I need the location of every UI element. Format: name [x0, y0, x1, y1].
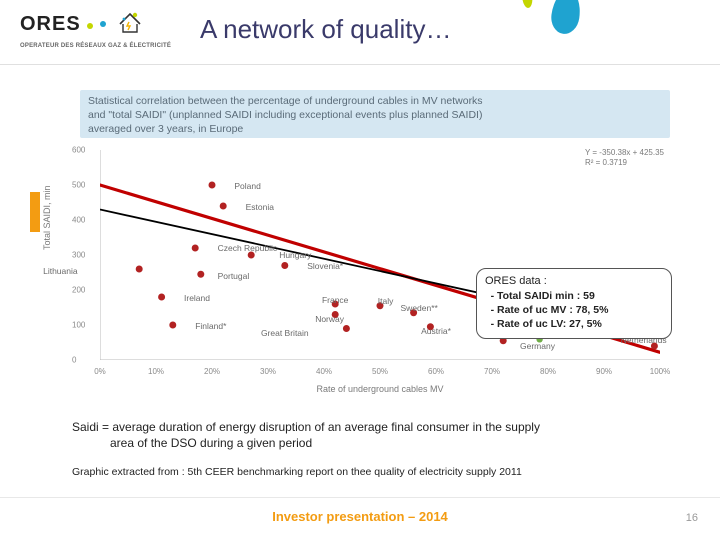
point-label: Estonia [246, 202, 274, 212]
y-tick: 600 [72, 146, 85, 155]
chart-title-line: and "total SAIDI" (unplanned SAIDI inclu… [88, 108, 662, 122]
y-tick: 100 [72, 321, 85, 330]
footer-rule [0, 497, 720, 498]
point-label: Ireland [184, 293, 210, 303]
point-label: Finland* [195, 321, 226, 331]
x-tick: 90% [596, 367, 612, 376]
point-label: Italy [378, 296, 394, 306]
logo-subtitle: OPERATEUR DES RÉSEAUX GAZ & ÉLECTRICITÉ [20, 43, 171, 49]
callout-item: Total SAIDi min : 59 [497, 289, 663, 303]
point-label: Slovenia* [307, 261, 343, 271]
callout-list: Total SAIDi min : 59 Rate of uc MV : 78,… [485, 289, 663, 332]
point-label: Czech Republic [218, 243, 278, 253]
point-label: Lithuania [43, 266, 78, 276]
x-tick: 40% [316, 367, 332, 376]
r2-line: R² = 0.3719 [585, 158, 664, 168]
orange-accent-bar [30, 192, 40, 232]
footnote-source: Graphic extracted from : 5th CEER benchm… [72, 466, 690, 478]
footer-title: Investor presentation – 2014 [0, 509, 720, 524]
logo-dot-1 [87, 23, 93, 29]
trend-equation: Y = -350.38x + 425.35 R² = 0.3719 [585, 148, 664, 167]
chart-title-line: Statistical correlation between the perc… [88, 94, 662, 108]
x-tick: 80% [540, 367, 556, 376]
ores-callout: ORES data : Total SAIDi min : 59 Rate of… [476, 268, 672, 339]
scatter-plot: Total SAIDI, min Rate of underground cab… [100, 150, 660, 360]
y-tick: 300 [72, 251, 85, 260]
point-label: France [322, 295, 348, 305]
y-tick: 0 [72, 356, 76, 365]
y-tick: 500 [72, 181, 85, 190]
chart-area: Statistical correlation between the perc… [30, 90, 690, 405]
point-label: Hungary [279, 250, 311, 260]
point-label: Norway [315, 314, 344, 324]
point-label: Sweden** [401, 303, 438, 313]
header: ORES OPERATEUR DES RÉSEAUX GAZ & ÉLECTRI… [0, 0, 720, 65]
point-label: Great Britain [261, 328, 309, 338]
point-label: Portugal [218, 271, 250, 281]
callout-item: Rate of uc MV : 78, 5% [497, 303, 663, 317]
point-label: Germany [520, 341, 555, 351]
logo-dot-2 [100, 21, 106, 27]
x-tick: 60% [428, 367, 444, 376]
chart-title-line: averaged over 3 years, in Europe [88, 122, 662, 136]
x-tick: 20% [204, 367, 220, 376]
x-tick: 10% [148, 367, 164, 376]
decor-blue-shape [549, 0, 583, 36]
x-tick: 70% [484, 367, 500, 376]
x-tick: 0% [94, 367, 106, 376]
x-tick: 50% [372, 367, 388, 376]
x-tick: 100% [650, 367, 670, 376]
logo: ORES OPERATEUR DES RÉSEAUX GAZ & ÉLECTRI… [20, 8, 171, 49]
y-tick: 200 [72, 286, 85, 295]
x-tick: 30% [260, 367, 276, 376]
page-title: A network of quality… [200, 14, 451, 45]
callout-title: ORES data : [485, 275, 663, 287]
decor-lime-shape [521, 0, 534, 8]
callout-item: Rate of uc LV: 27, 5% [497, 317, 663, 331]
eq-line: Y = -350.38x + 425.35 [585, 148, 664, 158]
point-label: Poland [234, 181, 260, 191]
y-axis-label: Total SAIDI, min [42, 185, 52, 250]
page-number: 16 [686, 512, 698, 524]
y-tick: 400 [72, 216, 85, 225]
logo-house-icon [116, 8, 144, 41]
point-label: Austria* [421, 326, 451, 336]
x-axis-label: Rate of underground cables MV [100, 384, 660, 394]
logo-text: ORES [20, 13, 81, 36]
chart-title: Statistical correlation between the perc… [80, 90, 670, 138]
footnote-saidi: Saidi = average duration of energy disru… [72, 420, 690, 451]
